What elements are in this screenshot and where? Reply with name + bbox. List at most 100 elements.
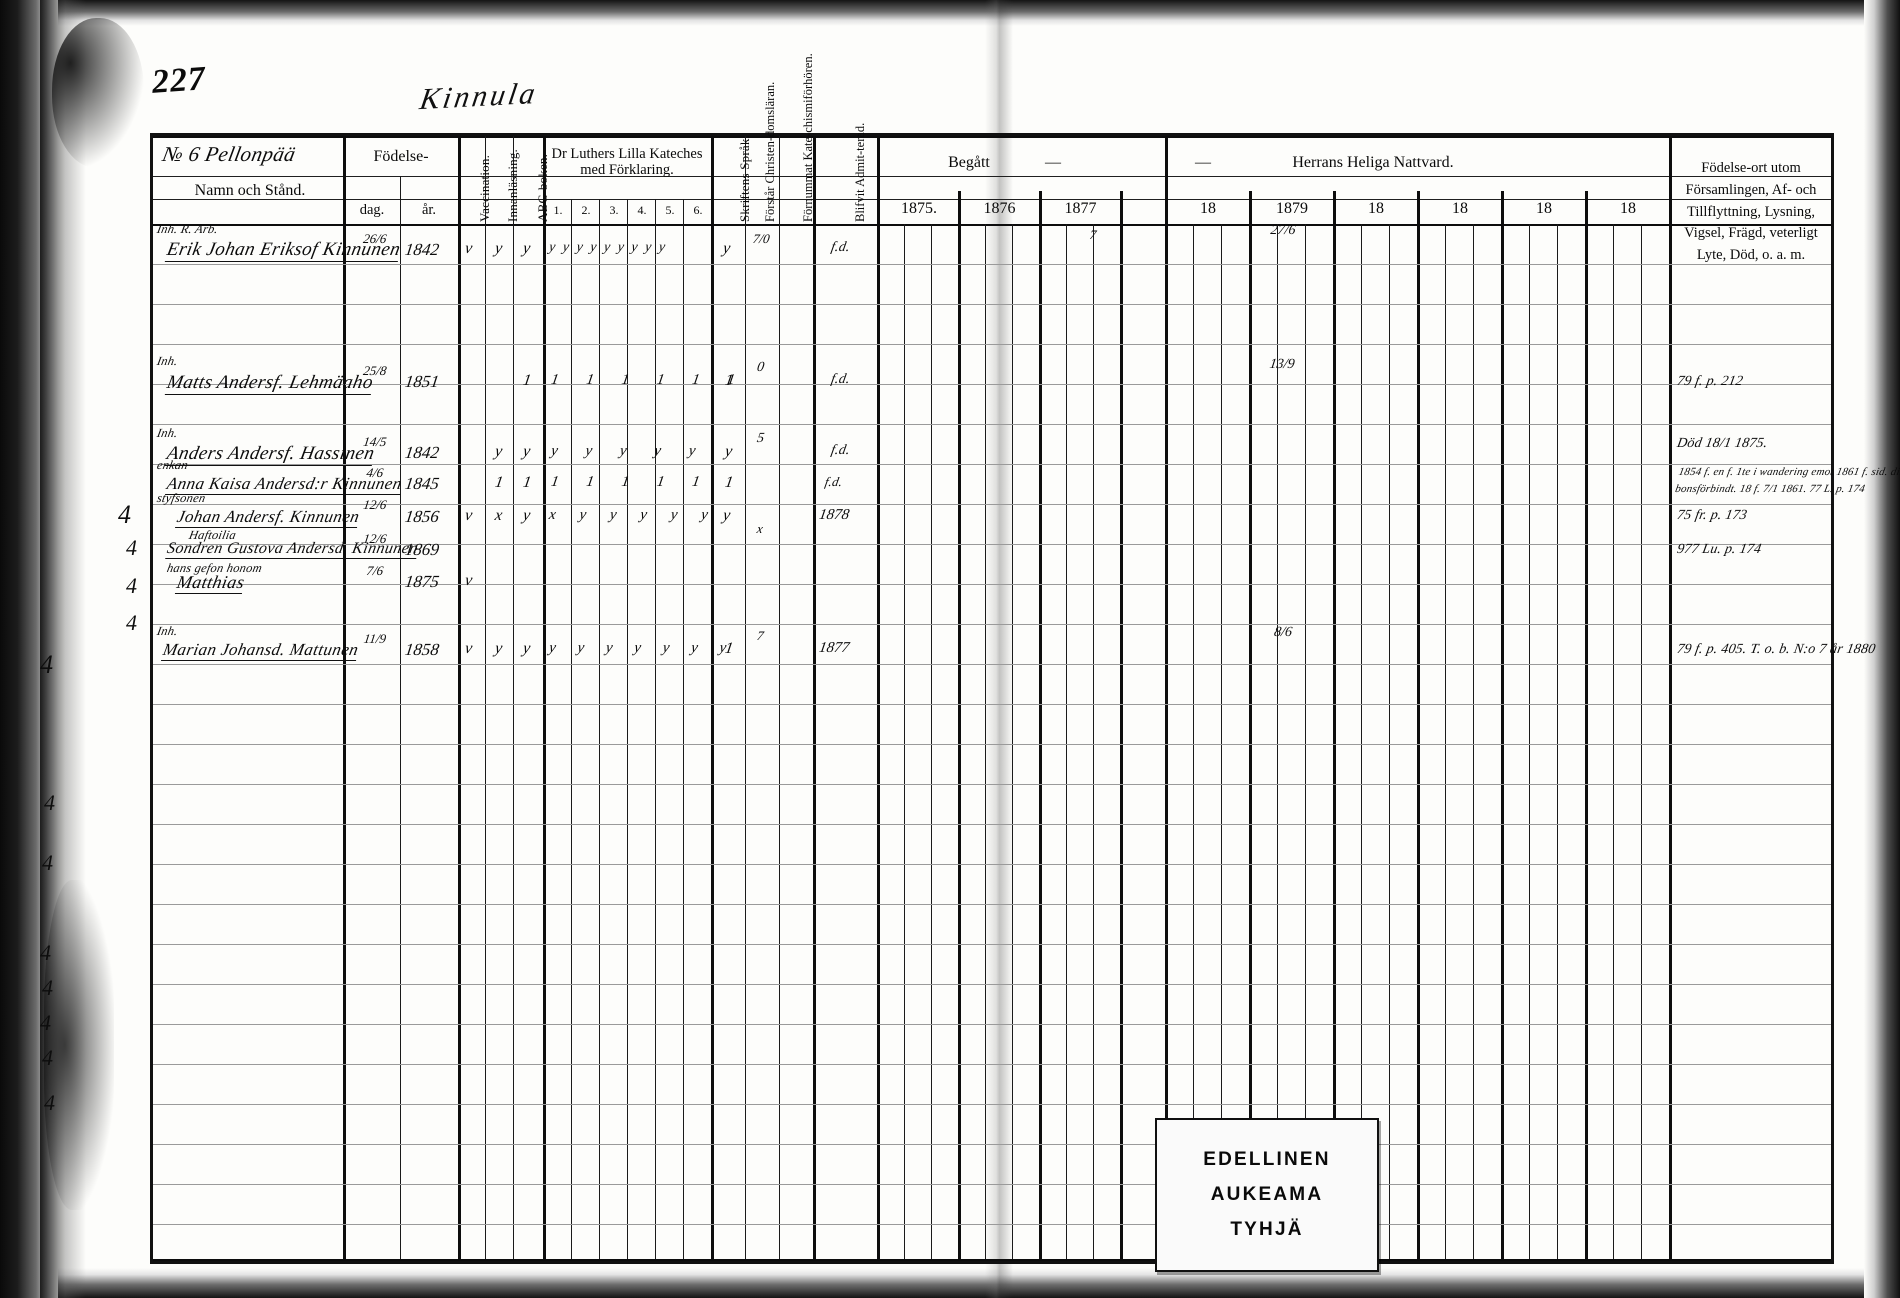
row-rule	[153, 624, 1831, 625]
row-birth-year: 1845	[403, 474, 441, 493]
col-sep-fornummat	[813, 136, 816, 1261]
header-birth-year: år.	[421, 202, 437, 218]
header-vaccination: Vaccination.	[477, 154, 492, 222]
col-sep-year-c	[1501, 191, 1504, 1261]
col-sep-comm	[1361, 224, 1362, 1261]
row-rule	[153, 344, 1831, 345]
row-forstar: 7	[755, 628, 765, 643]
col-sep-abc	[543, 136, 546, 1261]
row-rule	[153, 264, 1831, 265]
row-skriftens: y	[721, 507, 732, 524]
row-rule	[153, 704, 1831, 705]
margin-tick: 4	[44, 1090, 55, 1115]
row-birth-year: 1842	[403, 240, 441, 259]
margin-tick: 4	[40, 1010, 51, 1035]
row-birth-day: 26/6	[362, 231, 388, 246]
row-abc: 1	[521, 474, 533, 491]
row-skriftens: y	[721, 240, 732, 257]
row-communion-1879: 13/9	[1268, 357, 1296, 372]
col-sep-year-b	[1417, 191, 1420, 1261]
header-blifvit-admitterad: Blifvit Admit-terad.	[853, 122, 867, 222]
row-name: Anders Andersf. Hassinen	[164, 443, 377, 466]
row-rule	[153, 944, 1831, 945]
row-rule	[153, 384, 1831, 385]
row-communion-1877: 7	[1088, 227, 1098, 242]
col-sep-comm	[1445, 224, 1446, 1261]
row-rule	[153, 824, 1831, 825]
row-birth-year: 1858	[403, 640, 441, 659]
margin-tick: 4	[126, 610, 137, 635]
row-rule	[153, 304, 1831, 305]
header-birth: Födelse-	[373, 148, 429, 165]
row-status: Inh.	[155, 426, 180, 440]
scan-smudge-top-left	[52, 18, 144, 168]
col-sep-comm	[1305, 224, 1306, 1261]
row-name: Matthias	[174, 572, 247, 594]
margin-tick: 4	[118, 500, 131, 529]
row-catechism: 1 1 1 1 1	[549, 474, 713, 490]
scan-smudge-bottom-left	[44, 880, 114, 1210]
row-vaccination: v	[463, 640, 474, 657]
margin-tick: 4	[44, 790, 55, 815]
row-catechism: y y y y y y y	[547, 640, 737, 656]
row-blifvit: f.d.	[823, 474, 844, 489]
row-remarks: Död 18/1 1875.	[1675, 436, 1769, 451]
row-skriftens: y	[723, 443, 734, 460]
margin-tick: 4	[40, 940, 51, 965]
row-blifvit: f.d.	[829, 372, 852, 387]
household-label: № 6 Pellonpää	[160, 142, 298, 166]
row-abc: y	[521, 507, 532, 524]
row-rule	[153, 544, 1831, 545]
row-remarks: 79 f. p. 405. T. o. b. N:o 7 år 1880	[1675, 642, 1877, 657]
header-cat-6: 6.	[693, 203, 703, 217]
row-birth-day: 14/5	[362, 434, 388, 449]
header-cat-3: 3.	[609, 203, 619, 217]
col-sep-remarks	[1669, 136, 1672, 1261]
header-year-1879: 1879	[1276, 200, 1308, 217]
row-rule	[153, 504, 1831, 505]
parish-register-table: Namn och Stånd. № 6 Pellonpää Födelse- d…	[150, 53, 1900, 1264]
row-communion-1879: 8/6	[1273, 625, 1294, 640]
header-cat-5: 5.	[665, 203, 675, 217]
row-birth-year: 1851	[403, 372, 441, 391]
book-gutter-shadow	[985, 0, 1013, 1298]
header-nattvard-dash: —	[1195, 154, 1211, 171]
row-status: Inh. R. Arb.	[155, 222, 220, 236]
col-sep-year-1877	[1120, 191, 1123, 1261]
col-sep-forstar	[779, 136, 780, 1261]
row-blifvit: 1877	[817, 640, 851, 656]
row-vaccination: v	[463, 507, 474, 524]
col-sep-comm	[1389, 224, 1390, 1261]
row-abc: y	[521, 640, 532, 657]
col-sep-year-d	[1585, 191, 1588, 1261]
row-catechism: 1 1 1 1 1 1	[549, 372, 749, 388]
row-rule	[153, 584, 1831, 585]
col-sep-comm	[904, 224, 905, 1261]
row-name: Marian Johansd. Mattunen	[160, 640, 361, 661]
col-sep-comm	[1473, 224, 1474, 1261]
header-fornummat-katechismiforhoren: Förnummat Kate-chismiförhören.	[801, 53, 815, 222]
row-status: Inh.	[155, 354, 180, 368]
row-vaccination: y	[493, 443, 504, 460]
row-birth-day: 12/6	[362, 497, 388, 512]
table-rule-bottom	[153, 1259, 1831, 1261]
row-birth-day: 25/8	[362, 363, 388, 378]
row-birth-year: 1869	[403, 540, 441, 559]
col-sep-innanlasning	[513, 136, 514, 1261]
row-status: styfsonen	[155, 491, 207, 505]
row-rule	[153, 904, 1831, 905]
col-sep-name	[343, 136, 346, 1261]
header-cat-4: 4.	[637, 203, 647, 217]
header-begatt-dash: —	[1045, 154, 1061, 171]
margin-tick: 4	[126, 573, 137, 598]
col-sep-cat5	[683, 199, 684, 1261]
header-begatt: Begått	[948, 154, 990, 171]
header-cat-1: 1.	[553, 203, 563, 217]
header-year-1875: 1875.	[901, 200, 937, 217]
header-birth-day: dag.	[359, 202, 385, 218]
col-sep-cat1	[571, 199, 572, 1261]
row-rule	[153, 864, 1831, 865]
row-innanlasning: 1	[521, 372, 533, 389]
table-rule	[153, 136, 1831, 138]
col-sep-year-1879	[1333, 191, 1336, 1261]
